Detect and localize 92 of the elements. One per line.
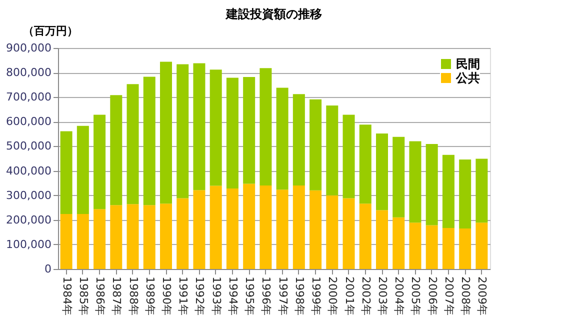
bar [342, 114, 355, 198]
bar [176, 64, 189, 198]
bar [260, 186, 272, 269]
bar [143, 76, 156, 206]
y-tick-label: 0 [44, 262, 52, 276]
bar [210, 186, 222, 269]
x-tick-label: 2006年 [426, 276, 439, 316]
y-tick-label: 500,000 [6, 140, 52, 153]
bar [160, 62, 172, 204]
bar [442, 154, 454, 228]
y-tick-label: 300,000 [6, 188, 52, 202]
y-tick-label: 800,000 [6, 66, 52, 80]
bar [160, 204, 172, 269]
bar [359, 204, 372, 269]
bar [326, 105, 338, 196]
x-tick-label: 2005年 [409, 276, 422, 316]
y-tick-label: 100,000 [6, 238, 52, 251]
bar [210, 70, 222, 186]
bar [276, 88, 288, 190]
y-tick-label: 700,000 [6, 90, 52, 104]
bar [409, 222, 422, 269]
bar [176, 198, 189, 269]
legend-label: 公共 [455, 71, 480, 85]
bar [292, 94, 305, 186]
bar [260, 68, 272, 186]
y-tick-label: 600,000 [6, 115, 52, 128]
x-tick-label: 1997年 [276, 276, 290, 316]
x-tick-label: 1993年 [210, 276, 223, 316]
x-tick-label: 1996年 [260, 276, 273, 316]
legend-label: 民間 [456, 57, 480, 71]
bar [342, 198, 355, 269]
x-tick-label: 1992年 [193, 276, 206, 316]
y-tick-label: 400,000 [6, 164, 52, 178]
bar [476, 222, 488, 269]
bar [326, 195, 338, 269]
x-tick-label: 1989年 [143, 276, 156, 316]
x-tick-label: 1990年 [160, 276, 173, 316]
bar [392, 217, 405, 269]
bar [193, 190, 206, 269]
x-tick-label: 2003年 [376, 276, 389, 316]
x-tick-label: 2007年 [442, 276, 456, 316]
bar [459, 228, 472, 269]
bar [426, 225, 438, 269]
bar [110, 95, 122, 206]
x-tick-label: 2000年 [326, 276, 340, 316]
bar [409, 141, 422, 223]
bar [60, 214, 72, 269]
bar [310, 99, 322, 190]
x-tick-label: 2004年 [392, 276, 406, 316]
y-tick-label: 900,000 [6, 42, 52, 54]
bar [193, 63, 206, 190]
x-tick-label: 1999年 [310, 276, 323, 316]
bar [359, 124, 372, 204]
bar [392, 136, 405, 218]
bar [276, 190, 288, 269]
x-tick-label: 2009年 [476, 276, 489, 316]
x-tick-label: 1986年 [94, 276, 107, 316]
x-tick-label: 1985年 [76, 276, 90, 316]
x-tick-label: 1987年 [110, 276, 124, 316]
bar [442, 228, 454, 269]
bar [459, 159, 472, 228]
y-tick-label: 200,000 [6, 213, 52, 226]
bar [243, 76, 256, 184]
y-axis-title: （百万円） [23, 24, 78, 38]
x-tick-label: 1988年 [126, 276, 140, 316]
chart-title: 建設投資額の推移 [225, 7, 322, 21]
x-tick-label: 1984年 [60, 276, 74, 316]
bar [143, 205, 156, 269]
bar [426, 144, 438, 226]
x-tick-label: 1995年 [243, 276, 256, 316]
x-tick-label: 2002年 [359, 276, 372, 316]
bar [76, 214, 89, 269]
bar [476, 158, 488, 223]
x-tick-label: 1994年 [226, 276, 240, 316]
x-tick-label: 1991年 [176, 276, 190, 316]
bar [110, 205, 122, 269]
bar [76, 126, 89, 214]
bar [310, 190, 322, 269]
bar [226, 188, 238, 269]
x-tick-label: 2008年 [459, 276, 472, 316]
x-tick-label: 1998年 [292, 276, 306, 316]
bar [292, 186, 305, 269]
bar [226, 78, 238, 188]
bar [94, 209, 106, 269]
bar [376, 210, 388, 269]
bar [376, 133, 388, 210]
bar [126, 204, 139, 269]
bar [94, 114, 106, 210]
bar [60, 131, 72, 214]
x-tick-label: 2001年 [342, 276, 356, 316]
bar [126, 84, 139, 204]
bar [243, 184, 256, 269]
